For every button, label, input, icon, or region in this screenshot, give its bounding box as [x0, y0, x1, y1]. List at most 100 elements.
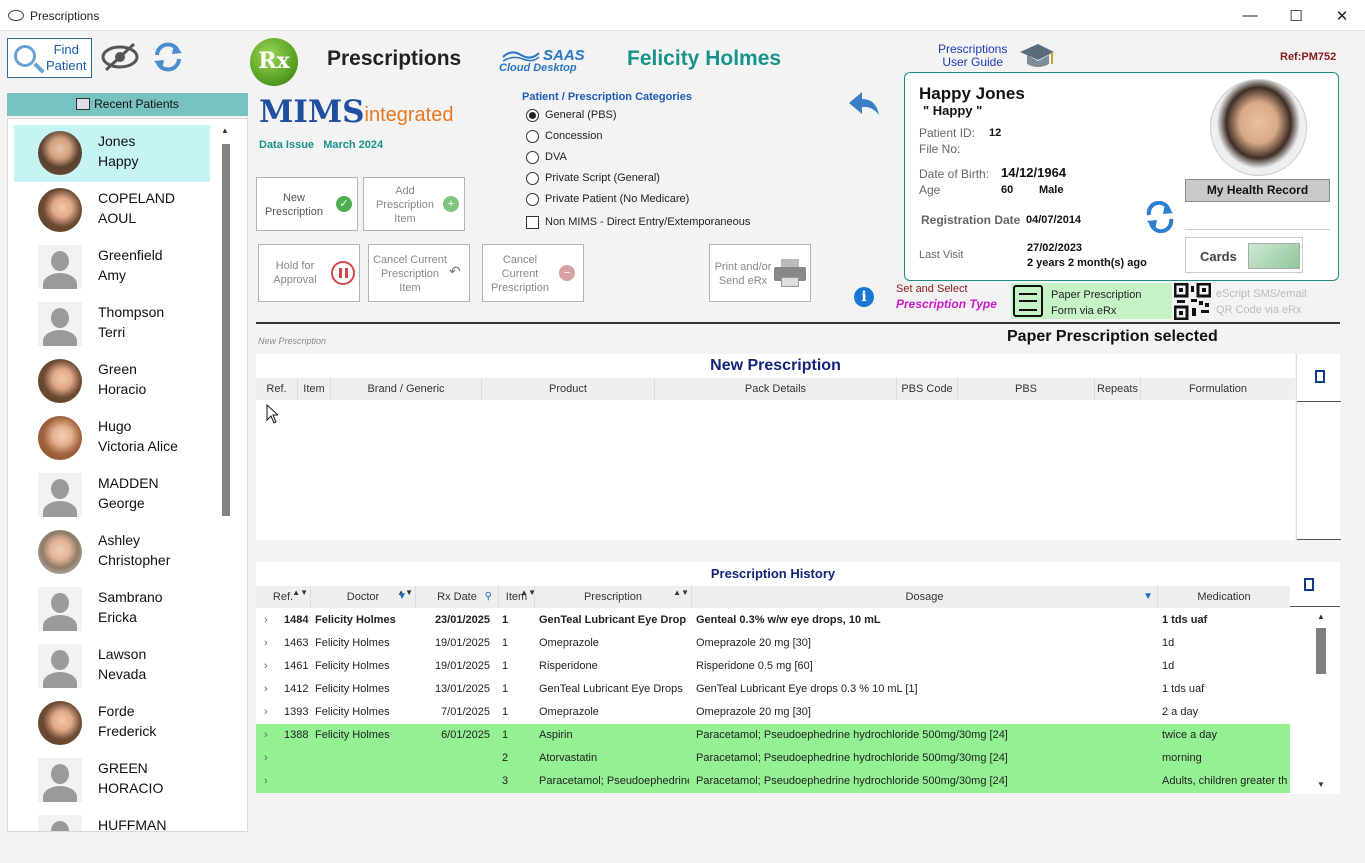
- column-header[interactable]: Product: [482, 378, 655, 400]
- print-send-erx-button[interactable]: Print and/or Send eRx: [709, 244, 811, 302]
- patient-item[interactable]: MADDEN George: [14, 467, 210, 524]
- sort-icon[interactable]: ▲▼: [292, 588, 308, 597]
- recent-patients-icon: [76, 98, 91, 110]
- history-row[interactable]: › 2 Atorvastatin Paracetamol; Pseudoephedri…: [256, 747, 1290, 770]
- filter-icon[interactable]: ▼: [1143, 591, 1153, 602]
- refresh-icon[interactable]: [152, 40, 184, 74]
- scroll-up-icon[interactable]: ▲: [221, 126, 229, 135]
- scroll-down-icon[interactable]: ▼: [1317, 780, 1325, 789]
- find-patient-button[interactable]: Find Patient: [7, 38, 92, 78]
- column-header-rx-date[interactable]: Rx Date ⚲: [416, 586, 499, 608]
- new-prescription-button[interactable]: New Prescription ✓: [256, 177, 358, 231]
- expand-chevron-icon[interactable]: ›: [264, 614, 268, 626]
- history-row[interactable]: › 1461 Felicity Holmes 19/01/2025 1 Risperido…: [256, 655, 1290, 678]
- maximize-button[interactable]: ☐: [1289, 7, 1303, 25]
- history-row[interactable]: › 1393 Felicity Holmes 7/01/2025 1 Omeprazole…: [256, 701, 1290, 724]
- sort-icon[interactable]: ▲▼: [397, 588, 413, 597]
- patient-first-name: AOUL: [98, 210, 137, 226]
- paper-prescription-option[interactable]: Paper Prescription Form via eRx: [1011, 283, 1172, 319]
- info-icon[interactable]: i: [854, 287, 874, 307]
- category-radio-private-patient[interactable]: Private Patient (No Medicare): [526, 192, 726, 208]
- column-header[interactable]: Brand / Generic: [331, 378, 482, 400]
- history-row[interactable]: › 1484 Felicity Holmes 23/01/2025 1 GenTeal L…: [256, 609, 1290, 632]
- history-row[interactable]: › 1388 Felicity Holmes 6/01/2025 1 Aspirin Par…: [256, 724, 1290, 747]
- patient-list-scrollbar[interactable]: ▲: [220, 126, 231, 518]
- minimize-button[interactable]: —: [1242, 7, 1258, 24]
- column-header[interactable]: Ref.: [256, 378, 298, 400]
- sort-icon[interactable]: ▲▼: [520, 588, 536, 597]
- cell-dosage: Omeprazole 20 mg [30]: [696, 706, 811, 718]
- patient-item[interactable]: Jones Happy: [14, 125, 210, 182]
- patient-item[interactable]: Ashley Christopher: [14, 524, 210, 581]
- column-header-medication[interactable]: Medication: [1197, 591, 1251, 603]
- column-header[interactable]: Item: [298, 378, 331, 400]
- patient-item[interactable]: GREEN HORACIO: [14, 752, 210, 809]
- patient-item[interactable]: HUFFMAN: [14, 809, 210, 832]
- cell-date: [420, 747, 490, 770]
- category-radio-private-script[interactable]: Private Script (General): [526, 171, 726, 187]
- patient-item[interactable]: Green Horacio: [14, 353, 210, 410]
- close-button[interactable]: ✕: [1335, 7, 1349, 25]
- section-divider: [256, 322, 1340, 324]
- column-header[interactable]: PBS Code: [897, 378, 958, 400]
- filter-icon[interactable]: ▼: [397, 591, 407, 602]
- graduation-cap-icon[interactable]: [1018, 40, 1056, 70]
- my-health-record-button[interactable]: My Health Record: [1185, 179, 1330, 202]
- back-arrow-icon[interactable]: [846, 88, 882, 129]
- qr-code-icon[interactable]: [1173, 282, 1212, 321]
- hold-for-approval-button[interactable]: Hold for Approval: [258, 244, 360, 302]
- category-radio-dva[interactable]: DVA: [526, 150, 726, 166]
- patient-item[interactable]: Hugo Victoria Alice: [14, 410, 210, 467]
- hide-eye-icon[interactable]: [100, 40, 140, 74]
- patient-item[interactable]: Lawson Nevada: [14, 638, 210, 695]
- column-header-prescription[interactable]: Prescription ▲▼: [535, 586, 692, 608]
- scrollbar-thumb[interactable]: [1316, 628, 1326, 674]
- column-header-dosage[interactable]: Dosage ▼: [692, 586, 1158, 608]
- search-icon[interactable]: ⚲: [484, 591, 492, 602]
- new-prescription-grid[interactable]: New Prescription Ref. Item Brand / Gener…: [256, 354, 1295, 540]
- category-radio-concession[interactable]: Concession: [526, 129, 726, 145]
- cards-button[interactable]: Cards: [1185, 237, 1303, 273]
- column-header[interactable]: PBS: [958, 378, 1095, 400]
- sort-icon[interactable]: ▲▼: [673, 588, 689, 597]
- data-issue-label: Data Issue: [259, 139, 315, 151]
- non-mims-checkbox[interactable]: Non MIMS - Direct Entry/Extemporaneous: [526, 215, 756, 231]
- column-header-doctor[interactable]: Doctor ▲▼ ▼: [311, 586, 416, 608]
- copy-document-icon[interactable]: [1304, 578, 1314, 591]
- history-row[interactable]: › 1463 Felicity Holmes 19/01/2025 1 Omeprazol…: [256, 632, 1290, 655]
- history-scrollbar[interactable]: ▲ ▼: [1314, 612, 1328, 794]
- expand-chevron-icon[interactable]: ›: [264, 729, 268, 741]
- refresh-patient-icon[interactable]: [1145, 200, 1175, 240]
- copy-document-icon[interactable]: [1315, 370, 1325, 383]
- patient-item[interactable]: COPELAND AOUL: [14, 182, 210, 239]
- patient-item[interactable]: Sambrano Ericka: [14, 581, 210, 638]
- column-header[interactable]: Pack Details: [655, 378, 897, 400]
- prescription-history-grid[interactable]: Prescription History Ref. ▲▼ Doctor ▲▼ ▼ Rx…: [256, 562, 1290, 794]
- expand-chevron-icon[interactable]: ›: [264, 775, 268, 787]
- patient-item[interactable]: Forde Frederick: [14, 695, 210, 752]
- patient-last-name: HUFFMAN: [98, 817, 167, 832]
- expand-chevron-icon[interactable]: ›: [264, 637, 268, 649]
- expand-chevron-icon[interactable]: ›: [264, 683, 268, 695]
- patient-item[interactable]: Thompson Terri: [14, 296, 210, 353]
- column-header-item[interactable]: Item ▲▼: [499, 586, 536, 608]
- escript-line2: QR Code via eRx: [1216, 304, 1302, 316]
- column-header-ref[interactable]: Ref. ▲▼: [256, 586, 311, 608]
- column-header[interactable]: Repeats: [1095, 378, 1141, 400]
- history-row[interactable]: › 1412 Felicity Holmes 13/01/2025 1 GenTeal L…: [256, 678, 1290, 701]
- expand-chevron-icon[interactable]: ›: [264, 660, 268, 672]
- history-row[interactable]: › 3 Paracetamol; Pseudoephedrine Paracetamo…: [256, 770, 1290, 793]
- scroll-up-icon[interactable]: ▲: [1317, 612, 1325, 621]
- expand-chevron-icon[interactable]: ›: [264, 752, 268, 764]
- user-guide-link[interactable]: Prescriptions User Guide: [938, 43, 1007, 69]
- saas-logo: SAAS Cloud Desktop: [499, 45, 591, 77]
- column-header[interactable]: Formulation: [1188, 383, 1248, 395]
- escript-option[interactable]: eScript SMS/email QR Code via eRx: [1216, 286, 1306, 318]
- cancel-prescription-button[interactable]: Cancel Current Prescription −: [482, 244, 584, 302]
- scrollbar-thumb[interactable]: [222, 144, 230, 516]
- patient-item[interactable]: Greenfield Amy: [14, 239, 210, 296]
- expand-chevron-icon[interactable]: ›: [264, 706, 268, 718]
- category-radio-general-pbs[interactable]: General (PBS): [526, 108, 726, 124]
- cancel-item-button[interactable]: Cancel Current Prescription Item ↶: [368, 244, 470, 302]
- add-prescription-item-button[interactable]: Add Prescription Item +: [363, 177, 465, 231]
